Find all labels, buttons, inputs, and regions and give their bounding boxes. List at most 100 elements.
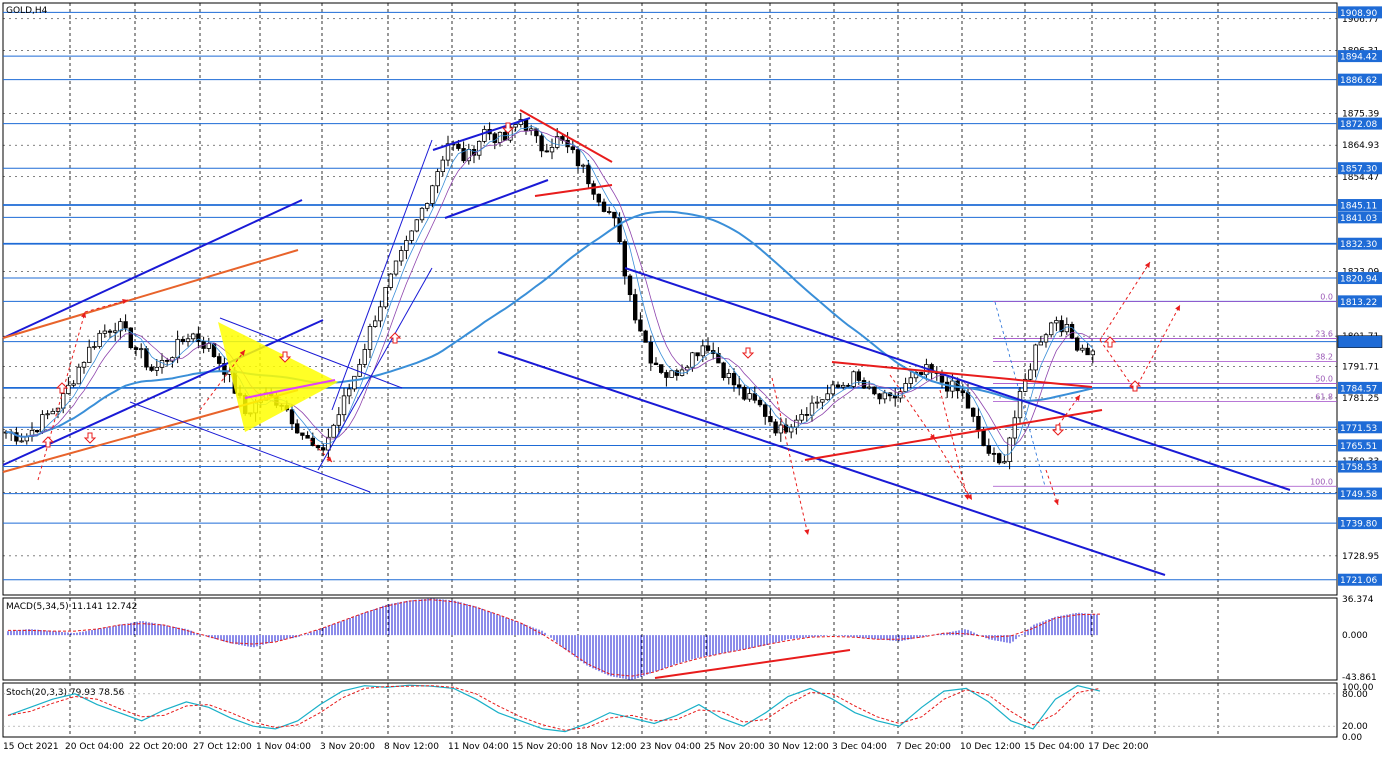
candle	[586, 164, 591, 185]
candle	[773, 421, 778, 434]
candle	[815, 401, 820, 404]
price-tag	[1338, 573, 1382, 586]
price-tag-label: 1721.06	[1340, 576, 1377, 586]
candle	[128, 327, 133, 349]
arrow-head	[929, 434, 935, 440]
candle	[1033, 344, 1038, 371]
candle	[565, 139, 570, 148]
candle	[190, 333, 196, 340]
candle	[149, 366, 154, 371]
macd-label: MACD(5,34,5) 11.141 12.742	[6, 602, 137, 612]
candle	[97, 332, 102, 347]
projection-arrow	[1045, 469, 1059, 506]
candle	[705, 345, 711, 351]
macd-divergence-line	[654, 649, 851, 679]
projection-arrow	[84, 299, 129, 313]
candle	[357, 363, 362, 377]
candle	[414, 219, 419, 232]
candle	[1054, 320, 1059, 324]
arrow-head	[326, 456, 332, 462]
candle	[1012, 417, 1017, 439]
candle	[856, 371, 861, 381]
candle	[445, 143, 451, 161]
candle	[175, 338, 180, 359]
x-axis-label: 11 Nov 04:00	[448, 742, 509, 752]
candle	[674, 370, 679, 376]
candle	[721, 362, 726, 379]
candle	[471, 149, 477, 156]
candle	[664, 372, 669, 378]
price-tick-label: 1906.77	[1342, 15, 1379, 25]
triangle-pattern	[218, 322, 338, 432]
x-axis-label: 15 Nov 20:00	[512, 742, 573, 752]
up-arrow-icon	[1103, 336, 1117, 348]
candle	[404, 240, 409, 251]
price-tag	[1338, 295, 1382, 308]
price-tag	[1338, 237, 1382, 250]
price-tag	[1338, 517, 1382, 530]
fibonacci-level-label: 50.0	[1315, 375, 1333, 384]
x-axis-label: 18 Nov 12:00	[576, 742, 637, 752]
price-tag	[1338, 487, 1382, 500]
candle	[841, 384, 846, 388]
price-tag-label: 1872.08	[1340, 120, 1377, 130]
candle	[778, 424, 783, 434]
projection-arrow	[199, 349, 246, 411]
price-tag	[1338, 50, 1382, 63]
projection-arrow	[939, 389, 969, 501]
candle	[123, 321, 128, 329]
price-tag-label: 1771.53	[1340, 424, 1377, 434]
macd-tick-label: 36.374	[1342, 595, 1374, 605]
fibonacci-trendline	[994, 301, 1046, 487]
candle	[1002, 461, 1007, 464]
candle	[638, 319, 643, 332]
stoch-tick-label: 80.00	[1342, 690, 1368, 700]
candle	[164, 359, 170, 362]
candle	[502, 131, 508, 141]
arrow-head	[122, 298, 128, 304]
arrow-head	[1175, 305, 1180, 311]
macd-tick-label: 0.000	[1342, 631, 1368, 641]
projection-arrow	[37, 311, 86, 481]
candle	[747, 393, 752, 400]
candle	[981, 429, 986, 447]
candle	[513, 124, 518, 128]
candle	[653, 362, 659, 366]
current-price-tag	[1337, 335, 1383, 348]
candle	[50, 410, 55, 415]
price-tag-label: 1894.42	[1340, 53, 1377, 63]
x-axis-label: 30 Nov 12:00	[768, 742, 829, 752]
channel-upper-line	[624, 267, 1291, 491]
candle	[835, 384, 841, 388]
down-arrow-icon	[1051, 424, 1065, 436]
channel-thin-line	[331, 139, 433, 411]
candle	[294, 423, 300, 434]
candle	[596, 193, 601, 203]
price-tick-label: 1728.95	[1342, 552, 1379, 562]
projection-arrow	[1054, 394, 1081, 431]
x-axis-label: 1 Nov 04:00	[256, 742, 311, 752]
projection-arrow	[889, 374, 936, 441]
candle	[372, 320, 378, 327]
moving-average-long	[5, 210, 1094, 438]
moving-average-fast	[5, 125, 1094, 456]
down-arrow-icon	[501, 122, 515, 134]
candle	[461, 148, 466, 162]
candle	[71, 383, 76, 386]
candle	[144, 348, 149, 368]
candle	[336, 414, 341, 426]
candle	[87, 346, 92, 363]
candle	[196, 333, 201, 342]
price-tag-label: 1765.51	[1340, 442, 1377, 452]
x-axis-label: 15 Dec 04:00	[1024, 742, 1085, 752]
channel-lower-line	[497, 351, 1166, 576]
candle	[222, 363, 227, 375]
candle	[170, 357, 175, 362]
candle	[945, 381, 950, 392]
candle	[1059, 320, 1064, 333]
candle	[102, 330, 107, 334]
candle	[138, 348, 144, 351]
projection-arrow	[771, 377, 809, 536]
candle	[1023, 378, 1028, 392]
